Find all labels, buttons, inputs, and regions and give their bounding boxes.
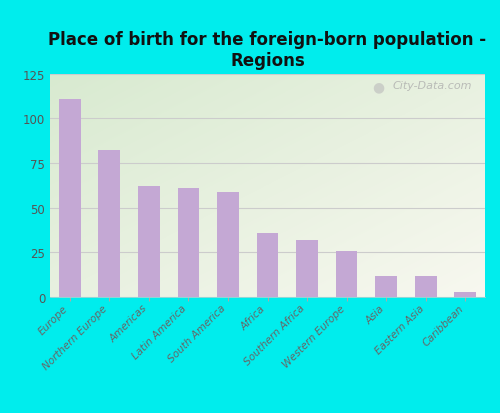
Bar bbox=[296, 240, 318, 297]
Bar bbox=[415, 276, 436, 297]
Text: ●: ● bbox=[372, 80, 384, 94]
Bar bbox=[256, 233, 278, 297]
Text: City-Data.com: City-Data.com bbox=[392, 81, 472, 91]
Title: Place of birth for the foreign-born population -
Regions: Place of birth for the foreign-born popu… bbox=[48, 31, 486, 70]
Bar bbox=[98, 151, 120, 297]
Bar bbox=[454, 292, 476, 297]
Bar bbox=[178, 188, 200, 297]
Bar bbox=[59, 99, 80, 297]
Bar bbox=[138, 187, 160, 297]
Bar bbox=[336, 251, 357, 297]
Bar bbox=[217, 192, 239, 297]
Bar bbox=[376, 276, 397, 297]
